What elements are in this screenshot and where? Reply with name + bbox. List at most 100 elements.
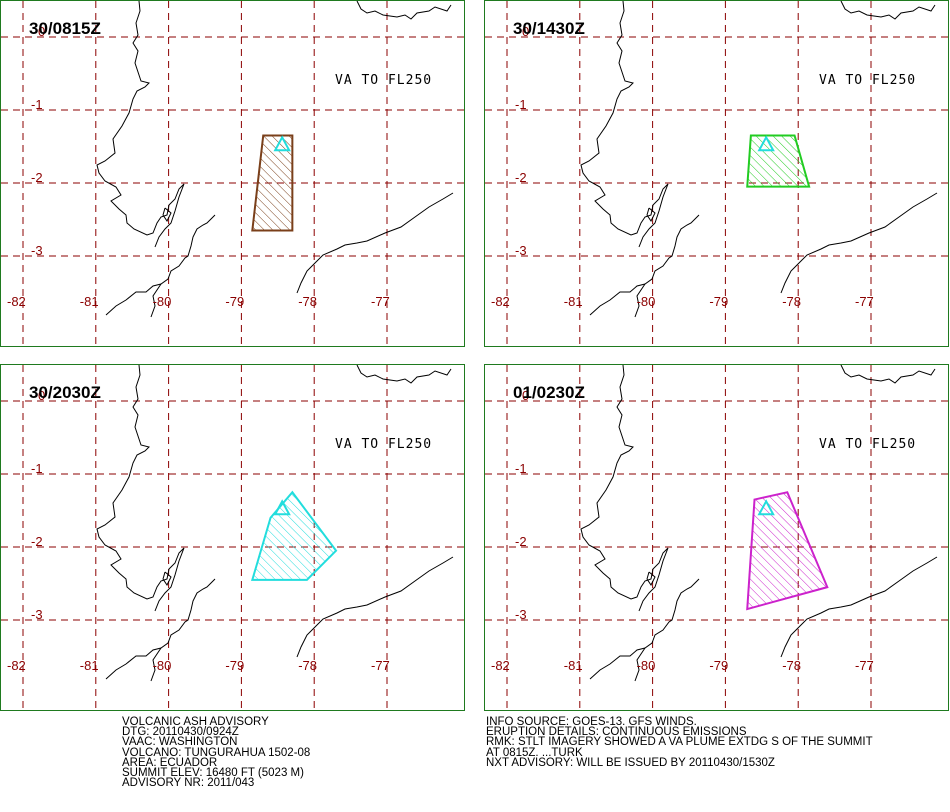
longitude-label: -80 — [637, 294, 656, 309]
panel-time: 01/0230Z — [513, 383, 585, 402]
ash-cloud-polygon — [746, 134, 811, 188]
advisory-line: DTG: 20110430/0924Z — [122, 726, 239, 739]
advisory-line: AREA: ECUADOR — [122, 756, 218, 769]
coastline — [150, 647, 162, 682]
volcano-icon — [757, 499, 775, 516]
coastline — [105, 578, 216, 680]
coastline — [96, 1, 185, 248]
coastline — [634, 283, 646, 318]
coastline — [634, 647, 646, 682]
map-panel-4: -82 -81 -80 -79 -78 -77 0 -1 -2 -3 01/0230Z VA TO… — [484, 364, 949, 711]
latitude-label: -3 — [31, 243, 43, 258]
longitude-label: -77 — [855, 658, 874, 673]
advisory-line: VOLCANIC ASH ADVISORY — [122, 716, 269, 728]
map-panel-1: -82 -81 -80 -79 -78 -77 0 -1 -2 -3 30/0815Z VA TO… — [0, 0, 465, 347]
longitude-label: -77 — [371, 294, 390, 309]
coastline — [580, 1, 669, 248]
longitude-label: -79 — [709, 658, 728, 673]
longitude-label: -82 — [7, 294, 26, 309]
panel-time: 30/1430Z — [513, 19, 585, 38]
map-svg: -82 -81 -80 -79 -78 -77 0 -1 -2 -3 — [1, 1, 464, 346]
longitude-label: -82 — [7, 658, 26, 673]
coastline — [356, 365, 452, 384]
longitude-label: -78 — [782, 658, 801, 673]
coastline — [162, 207, 172, 222]
advisory-line: RMK: STLT IMAGERY SHOWED A VA PLUME EXTD… — [486, 736, 873, 749]
longitude-label: -78 — [298, 294, 317, 309]
panel-va-label: VA TO FL250 — [819, 437, 917, 452]
coastline — [646, 571, 656, 586]
advisory-line: INFO SOURCE: GOES-13. GFS WINDS. — [486, 716, 697, 728]
latitude-label: -1 — [31, 97, 43, 112]
advisory-line: SUMMIT ELEV: 16480 FT (5023 M) — [122, 766, 304, 779]
latitude-label: -1 — [515, 461, 527, 476]
longitude-label: -80 — [153, 294, 172, 309]
longitude-label: -79 — [225, 294, 244, 309]
advisory-line: VOLCANO: TUNGURAHUA 1502-08 — [122, 746, 311, 759]
ash-cloud-polygon — [251, 134, 294, 232]
coastline — [296, 556, 454, 658]
longitude-label: -81 — [564, 658, 583, 673]
latitude-label: -2 — [31, 534, 43, 549]
coastline — [96, 365, 185, 612]
advisory-line: ERUPTION DETAILS: CONTINUOUS EMISSIONS — [486, 726, 747, 739]
latitude-label: -3 — [515, 607, 527, 622]
coastline — [646, 207, 656, 222]
latitude-label: -1 — [31, 461, 43, 476]
longitude-label: -79 — [225, 658, 244, 673]
coastline — [580, 365, 669, 612]
coastline — [840, 1, 936, 20]
latitude-label: -2 — [515, 534, 527, 549]
advisory-line: NXT ADVISORY: WILL BE ISSUED BY 20110430… — [486, 756, 775, 769]
longitude-label: -78 — [782, 294, 801, 309]
volcano-icon — [273, 135, 291, 152]
longitude-label: -81 — [80, 658, 99, 673]
longitude-label: -81 — [564, 294, 583, 309]
longitude-label: -80 — [637, 658, 656, 673]
latitude-label: -2 — [31, 170, 43, 185]
coastline — [589, 214, 700, 316]
longitude-label: -79 — [709, 294, 728, 309]
coastline — [780, 556, 938, 658]
latitude-label: 0 — [522, 24, 529, 39]
map-svg: -82 -81 -80 -79 -78 -77 0 -1 -2 -3 — [485, 365, 948, 710]
latitude-label: 0 — [38, 388, 45, 403]
advisory-line: VAAC: WASHINGTON — [122, 736, 238, 749]
longitude-label: -80 — [153, 658, 172, 673]
latitude-label: -1 — [515, 97, 527, 112]
latitude-label: 0 — [522, 388, 529, 403]
longitude-label: -82 — [491, 294, 510, 309]
ash-cloud-polygon — [250, 490, 338, 581]
volcano-icon — [757, 135, 775, 152]
advisory-line: AT 0815Z. ...TURK — [486, 746, 583, 759]
ash-cloud-polygon — [746, 491, 829, 611]
panel-time: 30/2030Z — [29, 383, 101, 402]
longitude-label: -78 — [298, 658, 317, 673]
panel-time: 30/0815Z — [29, 19, 101, 38]
coastline — [589, 578, 700, 680]
map-panel-2: -82 -81 -80 -79 -78 -77 0 -1 -2 -3 30/1430Z VA TO… — [484, 0, 949, 347]
latitude-label: -3 — [31, 607, 43, 622]
advisory-right: INFO SOURCE: GOES-13. GFS WINDS. ERUPTIO… — [486, 716, 873, 769]
coastline — [150, 283, 162, 318]
coastline — [840, 365, 936, 384]
map-svg: -82 -81 -80 -79 -78 -77 0 -1 -2 -3 — [1, 365, 464, 710]
volcano-icon — [273, 499, 291, 516]
map-svg: -82 -81 -80 -79 -78 -77 0 -1 -2 -3 — [485, 1, 948, 346]
latitude-label: 0 — [38, 24, 45, 39]
coastline — [356, 1, 452, 20]
map-panel-3: -82 -81 -80 -79 -78 -77 0 -1 -2 -3 30/2030Z VA TO… — [0, 364, 465, 711]
advisory-line: ADVISORY NR: 2011/043 — [122, 777, 255, 790]
longitude-label: -77 — [371, 658, 390, 673]
advisory-left: VOLCANIC ASH ADVISORY DTG: 20110430/0924… — [122, 716, 311, 790]
coastline — [296, 192, 454, 294]
coastline — [105, 214, 216, 316]
panel-va-label: VA TO FL250 — [335, 437, 433, 452]
panel-va-label: VA TO FL250 — [819, 73, 917, 88]
latitude-label: -3 — [515, 243, 527, 258]
coastline — [162, 571, 172, 586]
longitude-label: -77 — [855, 294, 874, 309]
coastline — [780, 192, 938, 294]
panel-va-label: VA TO FL250 — [335, 73, 433, 88]
longitude-label: -81 — [80, 294, 99, 309]
